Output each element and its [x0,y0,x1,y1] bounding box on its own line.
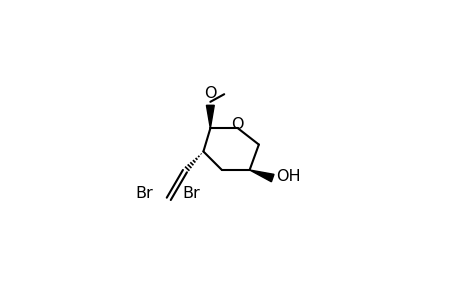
Polygon shape [206,105,214,128]
Text: O: O [204,86,216,101]
Text: Br: Br [182,186,200,201]
Polygon shape [249,170,274,182]
Text: OH: OH [275,169,300,184]
Text: O: O [230,117,243,132]
Text: Br: Br [135,186,153,201]
